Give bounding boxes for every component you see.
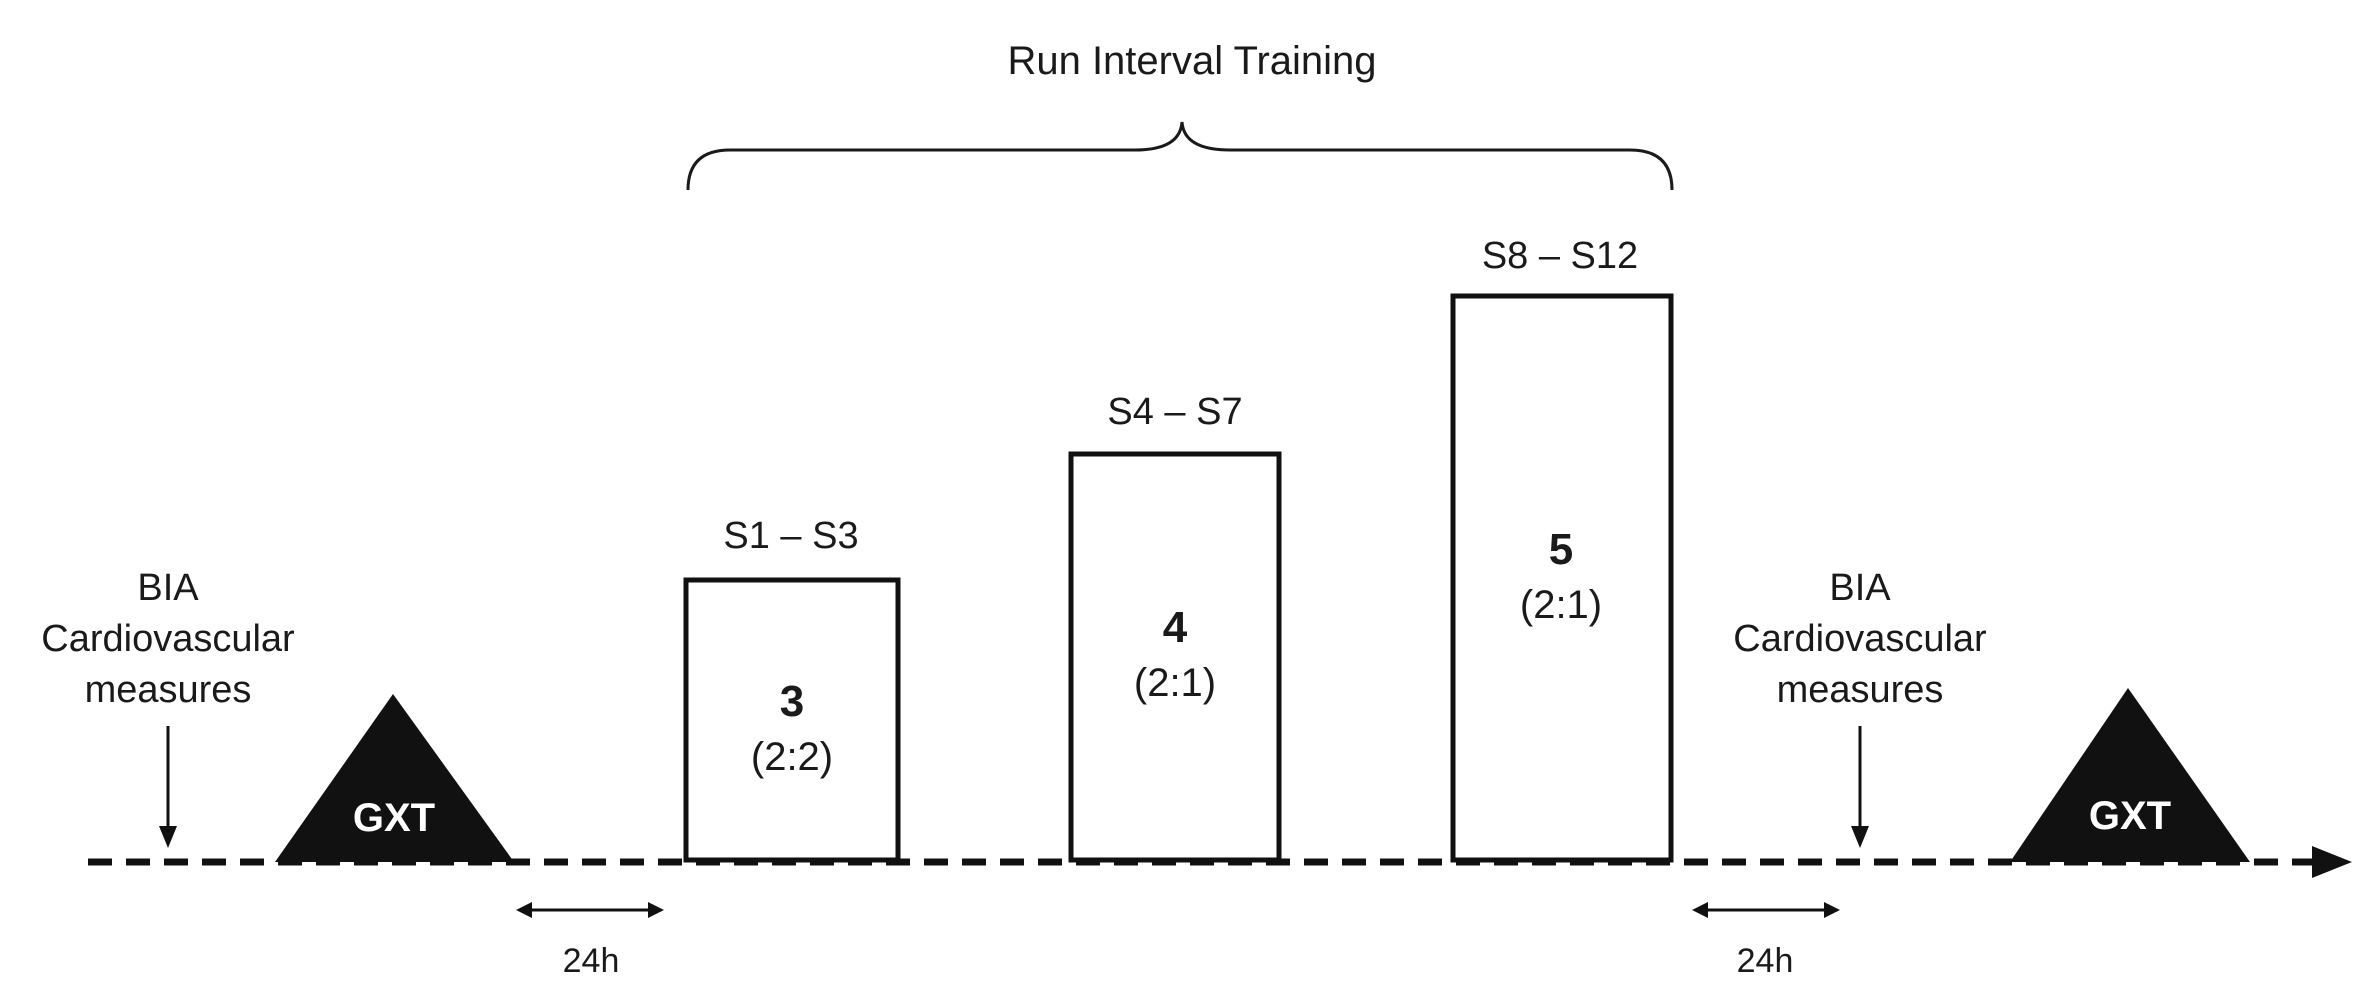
post-measures-line-2: Cardiovascular bbox=[1733, 618, 1987, 660]
block-2-ratio: (2:1) bbox=[1134, 661, 1216, 705]
pre-interval-label: 24h bbox=[563, 942, 620, 980]
block-3-count: 5 bbox=[1549, 525, 1573, 574]
pre-gxt-label: GXT bbox=[353, 796, 435, 840]
block-3-bar bbox=[1450, 293, 1674, 863]
post-measures-line-3: measures bbox=[1777, 669, 1944, 711]
block-3-sessions: S8 – S12 bbox=[1482, 235, 1638, 277]
pre-measures-line-2: Cardiovascular bbox=[41, 618, 295, 660]
post-gxt-triangle bbox=[2010, 688, 2250, 862]
block-2-bar bbox=[1068, 451, 1282, 863]
block-2-count: 4 bbox=[1163, 603, 1188, 652]
post-measures-arrowhead bbox=[1851, 826, 1869, 848]
block-1-count: 3 bbox=[780, 677, 804, 726]
post-interval-label: 24h bbox=[1737, 942, 1794, 980]
pre-interval-arrow-left bbox=[516, 902, 532, 918]
pre-measures-line-3: measures bbox=[85, 669, 252, 711]
block-1-bar bbox=[683, 577, 901, 863]
block-1-ratio: (2:2) bbox=[751, 735, 833, 779]
pre-measures-arrowhead bbox=[159, 826, 177, 848]
post-interval-arrow-left bbox=[1692, 902, 1708, 918]
block-3-ratio: (2:1) bbox=[1520, 583, 1602, 627]
diagram-title: Run Interval Training bbox=[1007, 39, 1376, 83]
block-2-sessions: S4 – S7 bbox=[1107, 391, 1242, 433]
post-interval-arrow-right bbox=[1824, 902, 1840, 918]
pre-measures-line-1: BIA bbox=[137, 567, 199, 609]
pre-gxt-triangle bbox=[275, 694, 514, 862]
timeline-arrowhead bbox=[2312, 846, 2352, 878]
post-gxt-label: GXT bbox=[2089, 794, 2171, 838]
post-measures-line-1: BIA bbox=[1829, 567, 1891, 609]
training-brace bbox=[686, 121, 1674, 191]
block-1-sessions: S1 – S3 bbox=[723, 515, 858, 557]
pre-interval-arrow-right bbox=[648, 902, 664, 918]
